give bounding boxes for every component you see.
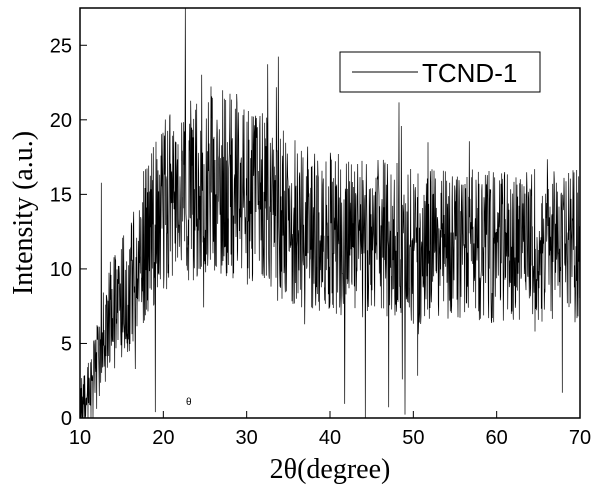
y-axis-title: Intensity (a.u.) bbox=[8, 131, 39, 295]
legend: TCND-1 bbox=[339, 51, 541, 93]
y-tick-label-25: 25 bbox=[50, 35, 72, 57]
x-axis-title: 2θ(degree) bbox=[270, 454, 391, 485]
data-layer bbox=[79, 7, 581, 419]
x-tick-label-60: 60 bbox=[486, 427, 508, 449]
series-line-0 bbox=[79, 7, 581, 419]
x-tick-label-40: 40 bbox=[319, 427, 341, 449]
ticks-layer: 10 20 30 40 50 60 70 0 5 10 15 20 25 bbox=[50, 35, 591, 449]
y-tick-label-10: 10 bbox=[50, 259, 72, 281]
y-tick-label-5: 5 bbox=[61, 333, 72, 355]
x-tick-label-70: 70 bbox=[569, 427, 591, 449]
legend-label-tcnd-1: TCND-1 bbox=[422, 58, 517, 88]
x-tick-label-30: 30 bbox=[236, 427, 258, 449]
x-tick-label-10: 10 bbox=[69, 427, 91, 449]
y-tick-label-0: 0 bbox=[61, 408, 72, 430]
theta-annotation: θ bbox=[186, 397, 192, 408]
x-tick-label-50: 50 bbox=[402, 427, 424, 449]
y-tick-label-15: 15 bbox=[50, 184, 72, 206]
y-tick-label-20: 20 bbox=[50, 110, 72, 132]
x-tick-label-20: 20 bbox=[152, 427, 174, 449]
